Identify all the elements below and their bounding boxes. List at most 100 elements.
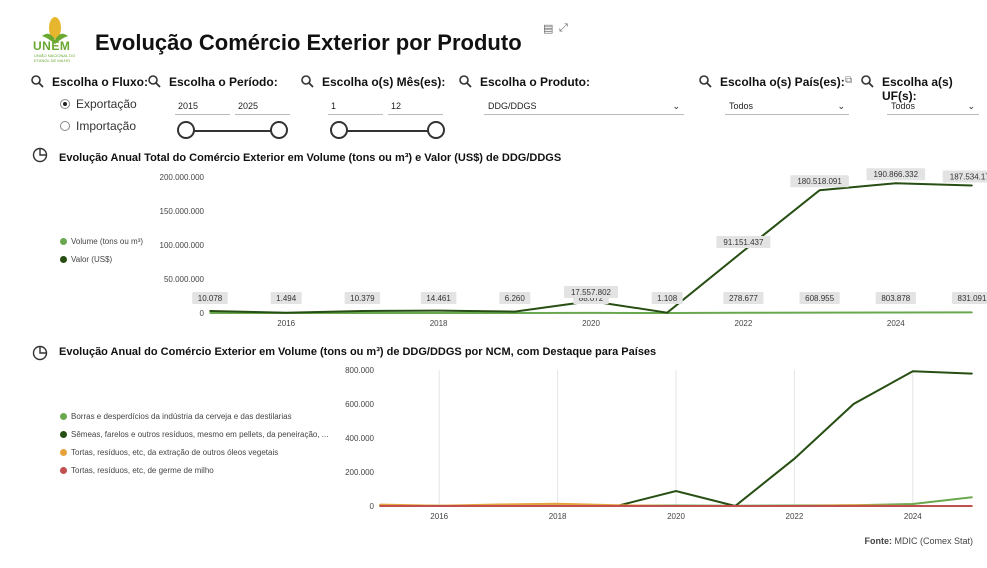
data-point xyxy=(556,505,559,507)
focus-mode-icon[interactable]: ⤢ xyxy=(559,22,568,34)
data-point xyxy=(514,312,516,314)
data-point xyxy=(497,503,500,506)
data-point xyxy=(912,370,914,372)
pais-value: Todos xyxy=(729,101,754,111)
chart2-legend-item[interactable]: Tortas, resíduos, etc, de germe de milho xyxy=(60,466,214,475)
chevron-down-icon[interactable]: ⌄ xyxy=(967,101,975,111)
chart1-legend-item[interactable]: Valor (US$) xyxy=(60,255,112,264)
data-label: 6.260 xyxy=(505,294,526,303)
source-footer: Fonte: MDIC (Comex Stat) xyxy=(864,536,973,546)
x-tick-label: 2022 xyxy=(735,319,753,328)
expand-icon[interactable]: ⧉ xyxy=(845,75,853,86)
data-label-bg xyxy=(951,292,987,304)
data-point xyxy=(912,505,914,507)
y-tick-label: 50.000.000 xyxy=(164,275,205,284)
data-point xyxy=(793,505,796,507)
chart2-legend-item[interactable]: Borras e desperdícios da indústria da ce… xyxy=(60,412,292,421)
periodo-from-input[interactable]: 2015 xyxy=(175,97,230,115)
filter-visual-icon[interactable]: ▤ xyxy=(543,23,554,35)
data-point xyxy=(379,505,381,507)
data-label-bg xyxy=(723,292,764,304)
x-tick-label: 2018 xyxy=(549,512,567,521)
chart1-plot[interactable]: 0 50.000.000 100.000.000 150.000.000 200.000… xyxy=(0,165,987,335)
pais-dropdown[interactable]: Todos ⌄ xyxy=(725,97,849,115)
clear-filter-icon[interactable] xyxy=(30,74,44,88)
chart2-legend-item[interactable]: Sêmeas, farelos e outros resíduos, mesmo… xyxy=(60,430,328,439)
data-point xyxy=(361,312,364,314)
legend-label: Sêmeas, farelos e outros resíduos, mesmo… xyxy=(71,430,329,439)
periodo-slider-start-handle[interactable] xyxy=(177,121,195,139)
chevron-down-icon[interactable]: ⌄ xyxy=(837,101,845,111)
clear-filter-icon[interactable] xyxy=(147,74,161,88)
data-point xyxy=(209,310,211,312)
clear-filter-icon[interactable] xyxy=(300,74,314,88)
data-label: 17.557.802 xyxy=(571,288,612,297)
data-point xyxy=(437,309,440,312)
periodo-to-input[interactable]: 2025 xyxy=(235,97,290,115)
chart1-legend-item[interactable]: Volume (tons ou m³) xyxy=(60,237,143,246)
chart2-legend-item[interactable]: Tortas, resíduos, etc, da extração de ou… xyxy=(60,448,278,457)
chart1-title: Evolução Anual Total do Comércio Exterio… xyxy=(59,152,562,164)
x-tick-label: 2016 xyxy=(430,512,448,521)
data-label: 187.534.172 xyxy=(950,172,987,181)
mes-to-input[interactable]: 12 xyxy=(388,97,443,115)
data-point xyxy=(912,503,914,505)
x-tick-label: 2022 xyxy=(786,512,804,521)
uf-dropdown[interactable]: Todos ⌄ xyxy=(887,97,979,115)
periodo-slider-end-handle[interactable] xyxy=(270,121,288,139)
radio-exportacao[interactable]: Exportação xyxy=(60,97,137,111)
data-label-bg xyxy=(790,175,849,188)
y-tick-label: 0 xyxy=(200,309,205,318)
data-label-bg xyxy=(942,170,987,183)
legend-dot xyxy=(60,238,67,245)
clear-filter-icon[interactable] xyxy=(698,74,712,88)
periodo-slider-track[interactable] xyxy=(186,130,280,132)
data-point xyxy=(675,490,677,492)
chart2-plot[interactable]: 0 200.000 400.000 600.000 800.000 2016 2018 202… xyxy=(0,360,987,525)
data-label: 190.866.332 xyxy=(874,170,919,179)
data-label: 10.379 xyxy=(350,294,375,303)
data-label-bg xyxy=(192,292,228,304)
fluxo-label: Escolha o Fluxo: xyxy=(52,75,149,89)
data-point xyxy=(818,189,821,192)
data-point xyxy=(818,311,821,314)
legend-label: Tortas, resíduos, etc, de germe de milho xyxy=(71,466,214,475)
y-tick-label: 200.000.000 xyxy=(160,173,205,182)
data-point xyxy=(971,372,973,375)
x-tick-label: 2024 xyxy=(887,319,905,328)
data-point xyxy=(666,311,668,314)
data-point xyxy=(437,312,440,314)
data-point xyxy=(616,505,618,507)
mes-slider-start-handle[interactable] xyxy=(330,121,348,139)
legend-label: Tortas, resíduos, etc, da extração de ou… xyxy=(71,448,279,457)
x-tick-label: 2018 xyxy=(430,319,448,328)
periodo-label: Escolha o Período: xyxy=(169,75,278,89)
data-point xyxy=(556,502,559,505)
data-label: 278.677 xyxy=(729,294,758,303)
data-point xyxy=(895,182,897,185)
data-point xyxy=(209,312,211,314)
data-point xyxy=(895,311,897,314)
radio-selected-icon[interactable] xyxy=(60,99,70,109)
y-tick-label: 0 xyxy=(370,502,375,511)
data-label-bg xyxy=(875,292,916,304)
footer-label: Fonte: xyxy=(864,536,892,546)
mes-slider-end-handle[interactable] xyxy=(427,121,445,139)
uf-label: Escolha a(s) UF(s): xyxy=(882,75,953,103)
mes-slider-track[interactable] xyxy=(339,130,437,132)
mes-from-input[interactable]: 1 xyxy=(328,97,383,115)
data-point xyxy=(971,184,973,187)
clear-filter-icon[interactable] xyxy=(458,74,472,88)
radio-importacao[interactable]: Importação xyxy=(60,119,136,133)
produto-dropdown[interactable]: DDG/DDGS ⌄ xyxy=(484,97,684,115)
chevron-down-icon[interactable]: ⌄ xyxy=(672,101,680,111)
data-label: 91.151.437 xyxy=(723,238,764,247)
pie-chart-icon xyxy=(32,147,48,163)
x-tick-label: 2020 xyxy=(667,512,685,521)
data-label: 1.108 xyxy=(657,294,678,303)
data-point xyxy=(742,312,745,314)
radio-unselected-icon[interactable] xyxy=(60,121,70,131)
y-tick-label: 150.000.000 xyxy=(160,207,205,216)
clear-filter-icon[interactable] xyxy=(860,74,874,88)
data-point xyxy=(675,505,677,507)
